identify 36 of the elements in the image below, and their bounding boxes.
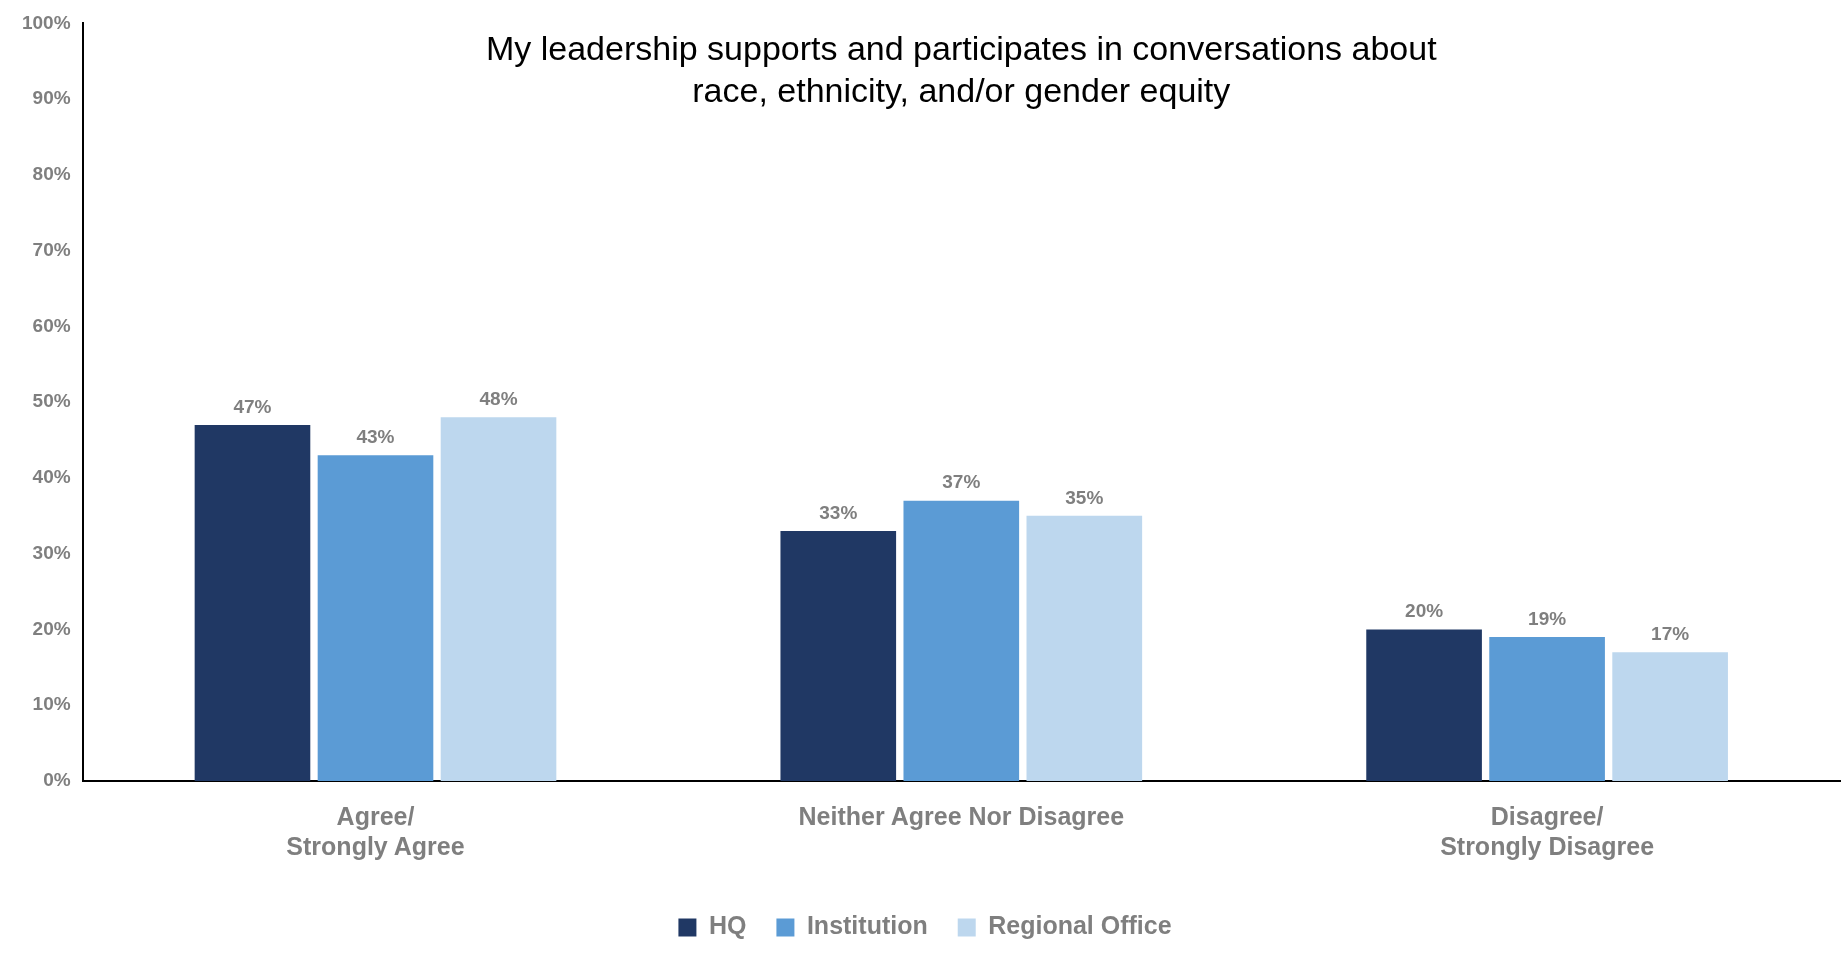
bar [1026,515,1143,781]
bar [780,530,897,781]
data-label: 37% [942,471,981,493]
legend-label: HQ [708,911,747,940]
data-label: 33% [819,501,858,523]
data-label: 35% [1065,486,1104,508]
text: My leadership supports and participates in conversations about race, ethnicity, and/or gender equity [485,28,1438,109]
y-tick-label: 100% [21,11,71,33]
x-tick-label: Neither Agree Nor Disagree [798,801,1125,830]
y-tick-label: 60% [32,314,71,336]
data-label: 19% [1528,607,1567,629]
data-label: 47% [233,395,272,417]
y-tick-label: 40% [32,466,71,488]
y-tick-label: 30% [32,541,71,563]
legend-label: Regional Office [988,911,1172,940]
y-tick-label: 70% [32,238,71,260]
bar [1612,652,1728,781]
y-tick-label: 10% [32,693,71,715]
bar [317,455,434,781]
data-label: 48% [479,388,518,410]
data-label: 20% [1405,600,1444,622]
x-tick-label: Agree/ Strongly Agree [286,801,465,860]
data-label: 17% [1651,622,1690,644]
data-label: 43% [356,425,395,447]
y-tick-label: 0% [43,769,71,791]
bar [1366,629,1482,781]
legend-label: Institution [806,911,928,940]
y-tick-label: 50% [32,390,71,412]
bar [194,424,311,781]
bar [440,417,557,781]
x-tick-label: Disagree/ Strongly Disagree [1440,801,1655,860]
y-tick-label: 80% [32,163,71,185]
bar [903,500,1020,781]
y-tick-label: 90% [32,87,71,109]
bar [1489,637,1605,781]
y-tick-label: 20% [32,617,71,639]
